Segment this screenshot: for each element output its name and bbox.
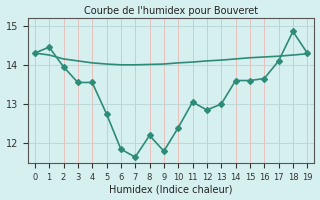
X-axis label: Humidex (Indice chaleur): Humidex (Indice chaleur) (109, 184, 233, 194)
Title: Courbe de l'humidex pour Bouveret: Courbe de l'humidex pour Bouveret (84, 6, 258, 16)
